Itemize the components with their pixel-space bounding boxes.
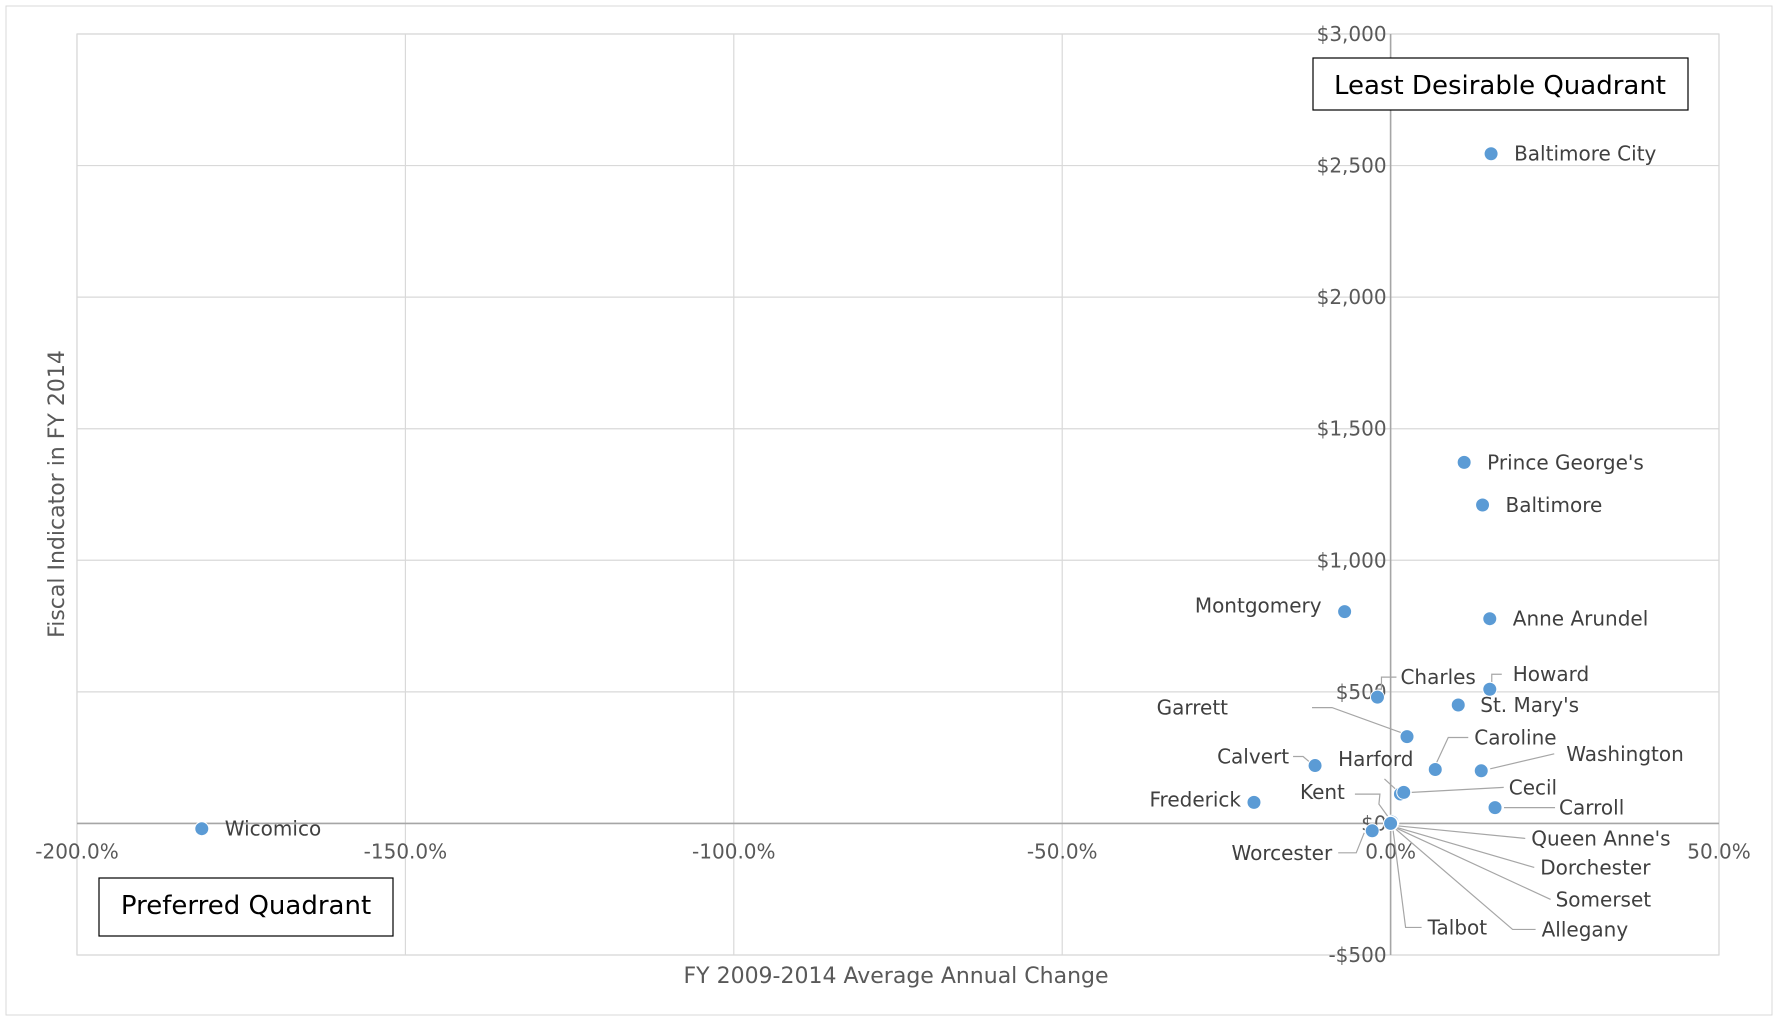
leader-line	[1434, 736, 1469, 766]
data-label: Prince George's	[1487, 450, 1644, 474]
data-label: Kent	[1300, 780, 1345, 804]
data-point	[1399, 729, 1415, 745]
gridlines	[76, 33, 1720, 956]
data-point	[1483, 146, 1499, 162]
leader-line	[1293, 755, 1310, 762]
zero-axes	[77, 34, 1719, 955]
preferred-quadrant-label: Preferred Quadrant	[121, 891, 371, 921]
data-label: Worcester	[1231, 841, 1332, 865]
data-point	[1487, 800, 1503, 816]
data-point	[1396, 784, 1412, 800]
data-label: Anne Arundel	[1513, 607, 1649, 631]
data-label: Garrett	[1157, 696, 1229, 720]
data-point	[1383, 815, 1399, 831]
x-tick-label: 0.0%	[1365, 839, 1416, 863]
x-tick-label: -200.0%	[35, 839, 118, 863]
leader-line	[1338, 832, 1365, 854]
leader-line	[1384, 778, 1397, 791]
data-point	[1482, 681, 1498, 697]
y-tick-label: $2,000	[1317, 285, 1387, 309]
x-tick-label: 50.0%	[1687, 839, 1751, 863]
data-point	[1337, 604, 1353, 620]
leader-lines	[1293, 673, 1556, 931]
data-label: Harford	[1338, 747, 1413, 771]
data-label: Baltimore	[1506, 493, 1603, 517]
y-tick-label: $1,500	[1317, 417, 1387, 441]
data-label: Baltimore City	[1514, 142, 1656, 166]
data-label: Frederick	[1149, 787, 1241, 811]
data-label: Dorchester	[1540, 855, 1651, 879]
data-label: Montgomery	[1195, 594, 1322, 618]
x-tick-label: -50.0%	[1027, 839, 1098, 863]
leader-line	[1354, 793, 1393, 823]
data-label: Cecil	[1509, 775, 1557, 799]
data-label: Carroll	[1559, 796, 1624, 820]
data-label: St. Mary's	[1480, 693, 1579, 717]
leader-line	[1392, 826, 1422, 929]
least-desirable-quadrant-box: Least Desirable Quadrant	[1312, 57, 1689, 111]
y-tick-label: -$500	[1328, 943, 1386, 967]
y-tick-label: $3,000	[1317, 22, 1387, 46]
data-label: Howard	[1513, 662, 1589, 686]
data-points	[194, 146, 1503, 839]
data-point	[1450, 697, 1466, 713]
data-point	[1456, 454, 1472, 470]
x-axis-tick-labels: -200.0% -150.0% -100.0% -50.0% 0.0% 50.0%	[35, 839, 1751, 863]
leader-line	[1490, 753, 1555, 770]
leader-line	[1392, 825, 1536, 931]
y-axis-title: Fiscal Indicator in FY 2014	[45, 350, 70, 638]
x-axis-title: FY 2009-2014 Average Annual Change	[683, 964, 1108, 989]
data-label: Somerset	[1556, 887, 1652, 911]
data-point	[1364, 823, 1380, 839]
data-label: Washington	[1566, 742, 1684, 766]
data-label: Talbot	[1427, 915, 1488, 939]
data-label: Caroline	[1474, 725, 1556, 749]
x-tick-label: -100.0%	[692, 839, 775, 863]
y-tick-label: $1,000	[1317, 548, 1387, 572]
leader-line	[1393, 824, 1526, 840]
data-point	[1475, 497, 1491, 513]
data-label: Calvert	[1217, 745, 1289, 769]
data-point	[1427, 761, 1443, 777]
leader-line	[1393, 825, 1535, 869]
leader-line	[1392, 825, 1551, 900]
leader-line	[1377, 676, 1397, 690]
leader-line	[1411, 786, 1504, 793]
data-point	[194, 821, 210, 837]
y-tick-label: $2,500	[1317, 154, 1387, 178]
x-tick-label: -150.0%	[364, 839, 447, 863]
data-label: Queen Anne's	[1531, 826, 1670, 850]
data-point	[1307, 758, 1323, 774]
data-point	[1246, 794, 1262, 810]
data-point	[1473, 763, 1489, 779]
data-point	[1369, 689, 1385, 705]
data-point	[1482, 611, 1498, 627]
data-labels: Baltimore City Prince George's Baltimore Mo…	[225, 142, 1684, 942]
data-label: Wicomico	[225, 817, 321, 841]
data-label: Allegany	[1542, 917, 1629, 941]
leader-line	[1312, 706, 1402, 734]
leader-line	[1491, 673, 1502, 684]
preferred-quadrant-box: Preferred Quadrant	[98, 877, 394, 937]
data-label: Charles	[1400, 665, 1475, 689]
least-desirable-quadrant-label: Least Desirable Quadrant	[1334, 71, 1666, 101]
